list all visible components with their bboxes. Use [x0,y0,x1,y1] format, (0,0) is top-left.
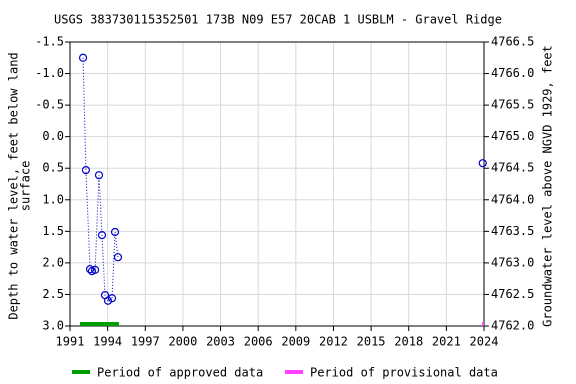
x-tick-label: 2015 [357,335,386,349]
x-tick-label: 2006 [244,335,273,349]
y2-tick-label: 4765.0 [491,129,534,143]
x-tick-label: 2000 [168,335,197,349]
y-axis-label: Depth to water level, feet below land [7,52,21,319]
data-point [478,159,487,168]
data-point [113,253,123,262]
y-tick-label: 3.0 [42,319,64,333]
y2-tick-label: 4766.5 [491,35,534,49]
chart-title: USGS 383730115352501 173B N09 E57 20CAB … [54,13,502,27]
y2-tick-label: 4763.5 [491,224,534,238]
y2-tick-label: 4762.5 [491,287,534,301]
y-tick-label: 0.0 [42,129,64,143]
x-tick-label: 2021 [432,335,461,349]
x-tick-label: 1994 [93,335,122,349]
data-point [90,265,100,274]
y-axis-label: surface [19,161,33,212]
y2-tick-label: 4763.0 [491,255,534,269]
x-tick-label: 2018 [394,335,423,349]
data-point [107,294,117,303]
data-point [110,227,120,237]
y-tick-label: 2.5 [42,287,64,301]
data-point [78,53,88,62]
x-tick-label: 2009 [281,335,310,349]
data-point [103,296,113,305]
x-tick-label: 2003 [206,335,235,349]
x-tick-label: 2012 [319,335,348,349]
plot-frame [69,41,485,327]
y-tick-label: -1.5 [35,35,64,49]
y2-tick-label: 4766.0 [491,66,534,80]
y-tick-label: 2.0 [42,255,64,269]
legend-label: Period of provisional data [310,366,498,380]
data-point [94,171,104,180]
y-tick-label: 1.5 [42,224,64,238]
data-point [97,231,107,240]
y2-tick-label: 4765.5 [491,98,534,112]
x-tick-label: 1997 [131,335,160,349]
x-tick-label: 1991 [56,335,85,349]
y2-axis-label: Groundwater level above NGVD 1929, feet [541,45,555,327]
y-tick-label: -0.5 [35,98,64,112]
y-tick-label: -1.0 [35,66,64,80]
x-tick-label: 2024 [470,335,499,349]
y2-tick-label: 4764.0 [491,192,534,206]
y-tick-label: 1.0 [42,192,64,206]
y2-tick-label: 4762.0 [491,319,534,333]
data-line [83,58,483,301]
legend-label: Period of approved data [97,366,263,380]
data-point [85,265,95,274]
y2-tick-label: 4764.5 [491,161,534,175]
data-point [81,166,91,175]
y-tick-label: 0.5 [42,161,64,175]
